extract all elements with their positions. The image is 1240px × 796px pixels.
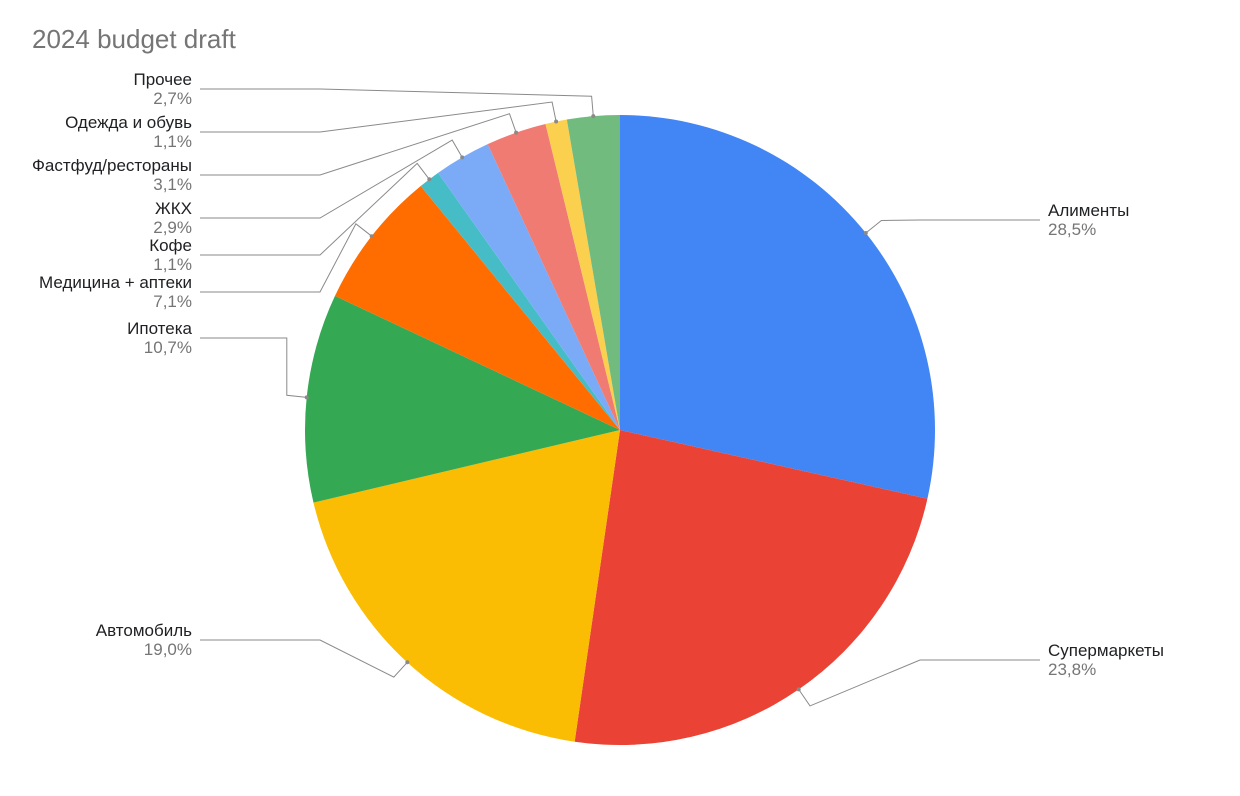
pie-chart: Алименты28,5% Супермаркеты23,8% Автомобиль… (0, 0, 1240, 796)
slice-label-pct: 10,7% (144, 338, 192, 357)
leader-dot (370, 234, 374, 238)
leader-dot (797, 687, 801, 691)
slice-label-name: Фастфуд/рестораны (32, 156, 192, 175)
slice-label-pct: 1,1% (153, 255, 192, 274)
leader-dot (427, 177, 431, 181)
slice-label-name: Кофе (149, 236, 192, 255)
slice-label-name: Алименты (1048, 201, 1129, 220)
slice-label-pct: 1,1% (153, 132, 192, 151)
leader-line (200, 102, 556, 132)
leader-line (200, 640, 407, 677)
slice-label-name: Ипотека (127, 319, 192, 338)
slice-label-pct: 2,9% (153, 218, 192, 237)
slice-label-pct: 23,8% (1048, 660, 1096, 679)
leader-dot (864, 231, 868, 235)
slice-label-pct: 3,1% (153, 175, 192, 194)
leader-line (200, 89, 593, 116)
slice-label-pct: 19,0% (144, 640, 192, 659)
slice-label-name: Прочее (133, 70, 192, 89)
leader-dot (554, 120, 558, 124)
slice-label-name: ЖКХ (155, 199, 192, 218)
slice-label-pct: 28,5% (1048, 220, 1096, 239)
leader-dot (591, 114, 595, 118)
leader-dot (460, 155, 464, 159)
leader-line (799, 660, 1040, 706)
slice-label-name: Одежда и обувь (65, 113, 192, 132)
slice-label-name: Медицина + аптеки (39, 273, 192, 292)
leader-dot (405, 660, 409, 664)
leader-dot (514, 131, 518, 135)
leader-dot (305, 395, 309, 399)
slice-label-name: Супермаркеты (1048, 641, 1164, 660)
leader-line (866, 220, 1040, 233)
slice-label-pct: 7,1% (153, 292, 192, 311)
slice-label-pct: 2,7% (153, 89, 192, 108)
leader-line (200, 338, 307, 397)
slice-label-name: Автомобиль (96, 621, 192, 640)
